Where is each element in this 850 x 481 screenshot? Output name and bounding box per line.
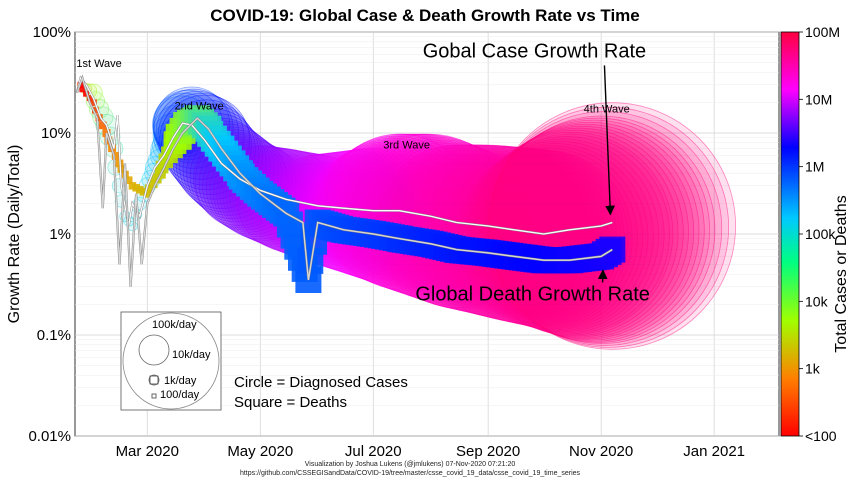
y-tick-label: 10%: [41, 125, 71, 142]
colorbar-tick-label: 1k: [805, 361, 821, 377]
death-square: [144, 184, 154, 193]
y-tick-label: 1%: [49, 226, 71, 243]
legend-circle-100k: [122, 312, 220, 410]
colorbar: <100 1k 10k 100k 1M 10M 100M Total Cases or Dea…: [780, 24, 850, 444]
legend-box: [120, 311, 222, 411]
legend-size-label: 1k/day: [164, 375, 197, 387]
axes: Mar 2020 May 2020 Jul 2020 Sep 2020 Nov 2020…: [6, 24, 745, 460]
size-legend: 100k/day 10k/day 1k/day 100/day Circle = Dia…: [120, 311, 408, 411]
case-circle: [476, 125, 689, 339]
annotation-label: Gobal Case Growth Rate: [423, 40, 646, 62]
x-tick-label: May 2020: [227, 443, 293, 460]
rate-line: [76, 75, 613, 287]
legend-size-label: 100/day: [160, 389, 200, 401]
death-square: [99, 121, 107, 130]
annotation-label: 1st Wave: [76, 58, 121, 70]
death-square: [111, 151, 120, 160]
case-circle: [467, 136, 665, 334]
colorbar-label: Total Cases or Deaths: [833, 195, 850, 352]
case-circle: [471, 129, 679, 337]
colorbar-tick-label: 10M: [805, 91, 832, 107]
grid-lines: [75, 31, 779, 437]
x-tick-label: Mar 2020: [116, 443, 179, 460]
death-square: [90, 99, 97, 106]
colorbar-gradient: [780, 31, 800, 437]
case-circle: [482, 119, 705, 342]
case-circle: [480, 121, 700, 341]
case-circle: [487, 111, 723, 346]
colorbar-tick-label: <100: [805, 428, 837, 444]
case-circle: [469, 131, 674, 336]
death-square: [148, 178, 158, 189]
chart-title: COVID-19: Global Case & Death Growth Rat…: [210, 6, 640, 25]
colorbar-tick-label: 10k: [805, 293, 829, 309]
y-axis-label: Growth Rate (Daily/Total): [6, 145, 23, 324]
y-tick-label: 0.1%: [37, 327, 71, 344]
y-tick-label: 100%: [33, 24, 71, 41]
annotation-label: 2nd Wave: [175, 101, 224, 113]
death-square: [143, 189, 152, 198]
case-circle: [488, 106, 730, 348]
legend-square-1k: [149, 375, 159, 385]
case-circle: [478, 123, 695, 340]
x-tick-label: Sep 2020: [456, 443, 520, 460]
case-circle: [465, 138, 660, 333]
credit-line: Visualization by Joshua Lukens (@jmluken…: [304, 461, 516, 468]
x-tick-label: Jan 2021: [683, 443, 745, 460]
annotation-arrow: [603, 65, 615, 216]
case-circle: [486, 115, 716, 345]
legend-size-label: 100k/day: [152, 319, 197, 331]
case-circle: [488, 102, 736, 350]
death-square: [92, 106, 99, 114]
death-square: [124, 176, 133, 184]
annotation-label: Global Death Growth Rate: [415, 283, 650, 305]
colorbar-tick-label: 1M: [805, 159, 824, 175]
rate-lines: [75, 74, 613, 287]
colorbar-tick-label: 100M: [805, 24, 840, 40]
legend-circle-1k: [148, 374, 160, 386]
legend-size-label: 10k/day: [172, 349, 211, 361]
annotation-label: 3rd Wave: [383, 140, 430, 152]
colorbar-tick-label: 100k: [805, 226, 836, 242]
x-tick-label: Nov 2020: [569, 443, 633, 460]
legend-circle-10k: [138, 334, 170, 366]
legend-shape-label: Square = Deaths: [234, 394, 347, 411]
case-circle: [474, 127, 684, 338]
data-marks: [76, 81, 736, 350]
death-square: [79, 86, 86, 93]
legend-shape-label: Circle = Diagnosed Cases: [234, 374, 408, 391]
case-circle: [484, 117, 711, 343]
case-circle: [469, 133, 670, 335]
y-tick-label: 0.01%: [28, 428, 71, 445]
legend-square-100: [151, 393, 157, 399]
x-tick-label: Jul 2020: [345, 443, 402, 460]
death-square: [95, 114, 103, 122]
source-line: https://github.com/CSSEGISandData/COVID-…: [239, 470, 581, 477]
death-square: [86, 95, 93, 102]
